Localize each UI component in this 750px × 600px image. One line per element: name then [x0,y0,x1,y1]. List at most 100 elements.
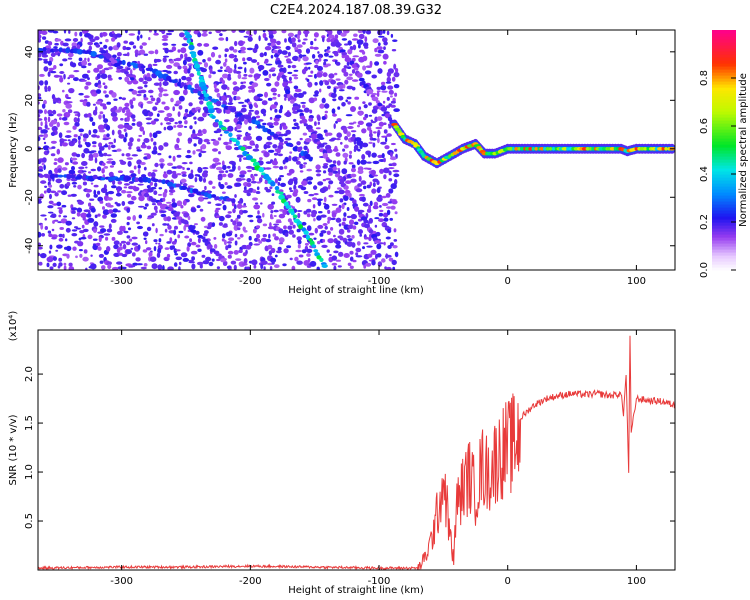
spectrogram-noise-blob [171,46,177,52]
spectrogram-streak-blob [82,30,89,34]
spectrogram-noise-blob [182,167,185,170]
spectrogram-noise-blob [63,73,66,80]
spectrogram-noise-blob [62,221,65,224]
spectrogram-noise-blob [169,237,173,243]
spectrogram-streak-blob [126,61,132,67]
spectrogram-noise-blob [158,242,161,245]
colorbar-swatch [712,267,736,271]
spectrogram-noise-blob [382,53,389,60]
spectrogram-streak-blob [222,261,228,266]
spectrogram-noise-blob [131,90,138,95]
spectrogram-noise-blob [364,70,372,75]
spectrogram-noise-blob [43,190,47,194]
spectrogram-noise-blob [158,77,164,82]
spectrogram-noise-blob [376,243,382,250]
spectrogram-noise-blob [146,100,153,104]
spectrogram-noise-blob [56,201,62,207]
spectrogram-noise-blob [88,157,94,161]
spectrogram-noise-blob [227,141,232,145]
spectrogram-streak-blob [57,174,64,178]
spectrogram-noise-blob [178,230,184,234]
spectrogram-noise-blob [146,226,152,232]
spectrogram-noise-blob [175,256,183,261]
spectrogram-noise-blob [335,217,342,223]
spectrogram-noise-blob [218,170,225,174]
spectrogram-noise-blob [160,163,164,169]
spectrogram-noise-blob [288,76,292,82]
spectrogram-noise-blob [140,144,147,149]
spectrogram-noise-blob [126,191,133,194]
spectrogram-noise-blob [148,37,151,41]
spectrogram-noise-blob [269,186,273,190]
snr-x-tick-label: 100 [627,576,646,587]
spectrogram-streak-blob [240,146,246,152]
spectrogram-noise-blob [296,210,303,212]
spectrogram-noise-blob [104,94,109,98]
spectrogram-noise-blob [270,104,277,109]
colorbar-tick-label: 0.4 [699,166,710,182]
spectrogram-noise-blob [272,165,279,169]
spectrogram-noise-blob [56,244,63,249]
spectrogram-noise-blob [282,125,288,130]
spectrogram-noise-blob [184,120,188,125]
spectrogram-noise-blob [307,258,311,262]
spectrogram-noise-blob [308,232,315,236]
spectrogram-noise-blob [242,41,246,44]
spectrogram-noise-blob [227,250,234,255]
spectrogram-noise-blob [223,119,230,123]
spectrogram-streak-blob [282,81,288,88]
spectrogram-noise-blob [129,69,133,75]
spectrogram-noise-blob [92,103,96,106]
spectrogram-noise-blob [206,226,212,230]
spectrogram-noise-blob [46,262,50,268]
colorbar-swatch [712,240,736,244]
spectrogram-streak-blob [285,205,292,209]
spectrogram-noise-blob [129,99,134,106]
spectrogram-noise-blob [202,128,207,134]
spectrogram-noise-blob [262,30,266,33]
spectrogram-noise-blob [267,203,275,210]
spectrogram-streak-blob [356,72,363,78]
spectrogram-noise-blob [101,32,108,37]
spectrogram-noise-blob [319,103,325,109]
spectrogram-noise-blob [297,243,301,249]
spectrogram-noise-blob [288,187,292,191]
spectrogram-noise-blob [88,210,91,215]
colorbar-swatch [712,180,736,184]
spectrogram-noise-blob [125,132,128,138]
spectrogram-noise-blob [203,62,209,68]
spectrogram-noise-blob [313,97,318,102]
spectrogram-noise-blob [221,238,225,242]
spectrogram-streak-blob [218,120,223,127]
spectrogram-noise-blob [239,233,244,238]
spectrogram-noise-blob [286,245,292,249]
spectrogram-noise-blob [51,236,57,240]
spectrogram-noise-blob [190,250,198,255]
spectrogram-noise-blob [273,215,277,217]
colorbar-swatch [712,126,736,130]
spectrogram-noise-blob [232,208,236,214]
spectrogram-noise-blob [157,247,162,254]
spectrogram-noise-blob [333,234,336,238]
spectrogram-noise-blob [178,266,181,270]
spectrogram-noise-blob [257,73,261,77]
spectrogram-noise-blob [352,44,357,51]
spectrogram-noise-blob [163,216,168,222]
spectrogram-noise-blob [315,127,321,130]
spectrogram-noise-blob [374,53,382,57]
spectrogram-noise-blob [93,221,99,227]
spectrogram-noise-blob [326,148,333,154]
spectrogram-streak-blob [363,219,369,224]
spectrogram-noise-blob [285,45,291,51]
spectrogram-noise-blob [379,168,384,174]
spectrogram-noise-blob [193,143,197,147]
colorbar-swatch [712,231,736,235]
spectrogram-noise-blob [73,140,76,144]
spectrogram-noise-blob [263,151,270,158]
spectrogram-noise-blob [99,111,104,115]
colorbar-swatch [712,108,736,112]
spectrogram-noise-blob [97,166,102,172]
spectrogram-noise-blob [351,242,356,248]
spectrogram-noise-blob [235,182,242,187]
spectrogram-noise-blob [291,64,297,69]
